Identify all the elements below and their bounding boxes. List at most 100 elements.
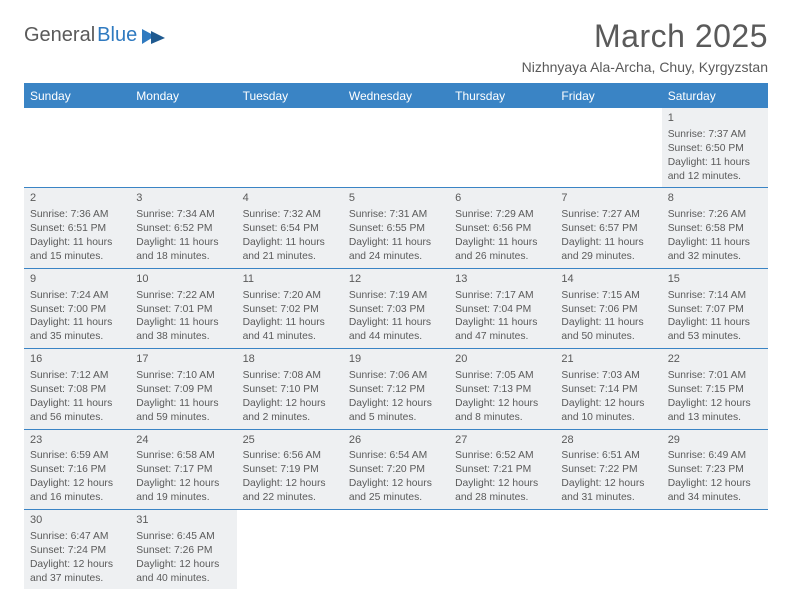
day-number: 28 bbox=[561, 433, 655, 448]
day-number: 2 bbox=[30, 191, 124, 206]
sunset-text: Sunset: 6:54 PM bbox=[243, 222, 337, 236]
day-number: 6 bbox=[455, 191, 549, 206]
day-number: 27 bbox=[455, 433, 549, 448]
calendar-day: 2Sunrise: 7:36 AMSunset: 6:51 PMDaylight… bbox=[24, 188, 130, 268]
calendar-day: 26Sunrise: 6:54 AMSunset: 7:20 PMDayligh… bbox=[343, 429, 449, 509]
sunrise-text: Sunrise: 7:32 AM bbox=[243, 208, 337, 222]
day-number: 13 bbox=[455, 272, 549, 287]
sunset-text: Sunset: 7:13 PM bbox=[455, 383, 549, 397]
sunset-text: Sunset: 7:19 PM bbox=[243, 463, 337, 477]
daylight-text: Daylight: 11 hours and 12 minutes. bbox=[668, 156, 762, 184]
daylight-text: Daylight: 12 hours and 5 minutes. bbox=[349, 397, 443, 425]
sunrise-text: Sunrise: 7:19 AM bbox=[349, 289, 443, 303]
day-number: 21 bbox=[561, 352, 655, 367]
day-number: 19 bbox=[349, 352, 443, 367]
daylight-text: Daylight: 12 hours and 40 minutes. bbox=[136, 558, 230, 586]
calendar-day: 8Sunrise: 7:26 AMSunset: 6:58 PMDaylight… bbox=[662, 188, 768, 268]
calendar-day: 17Sunrise: 7:10 AMSunset: 7:09 PMDayligh… bbox=[130, 349, 236, 429]
header: GeneralBlue March 2025 Nizhnyaya Ala-Arc… bbox=[24, 18, 768, 75]
sunrise-text: Sunrise: 7:20 AM bbox=[243, 289, 337, 303]
calendar-page: GeneralBlue March 2025 Nizhnyaya Ala-Arc… bbox=[0, 0, 792, 599]
daylight-text: Daylight: 12 hours and 13 minutes. bbox=[668, 397, 762, 425]
daylight-text: Daylight: 11 hours and 18 minutes. bbox=[136, 236, 230, 264]
calendar-day: 31Sunrise: 6:45 AMSunset: 7:26 PMDayligh… bbox=[130, 510, 236, 590]
sunrise-text: Sunrise: 6:51 AM bbox=[561, 449, 655, 463]
sunrise-text: Sunrise: 6:54 AM bbox=[349, 449, 443, 463]
sunrise-text: Sunrise: 6:59 AM bbox=[30, 449, 124, 463]
calendar-day: 11Sunrise: 7:20 AMSunset: 7:02 PMDayligh… bbox=[237, 268, 343, 348]
daylight-text: Daylight: 12 hours and 37 minutes. bbox=[30, 558, 124, 586]
day-number: 24 bbox=[136, 433, 230, 448]
daylight-text: Daylight: 11 hours and 47 minutes. bbox=[455, 316, 549, 344]
sunrise-text: Sunrise: 7:17 AM bbox=[455, 289, 549, 303]
daylight-text: Daylight: 11 hours and 59 minutes. bbox=[136, 397, 230, 425]
sunset-text: Sunset: 7:26 PM bbox=[136, 544, 230, 558]
sunset-text: Sunset: 7:23 PM bbox=[668, 463, 762, 477]
calendar-day: 20Sunrise: 7:05 AMSunset: 7:13 PMDayligh… bbox=[449, 349, 555, 429]
calendar-day: 13Sunrise: 7:17 AMSunset: 7:04 PMDayligh… bbox=[449, 268, 555, 348]
sunset-text: Sunset: 6:52 PM bbox=[136, 222, 230, 236]
sunset-text: Sunset: 7:15 PM bbox=[668, 383, 762, 397]
sunset-text: Sunset: 7:01 PM bbox=[136, 303, 230, 317]
sunrise-text: Sunrise: 6:58 AM bbox=[136, 449, 230, 463]
sunset-text: Sunset: 7:20 PM bbox=[349, 463, 443, 477]
daylight-text: Daylight: 12 hours and 25 minutes. bbox=[349, 477, 443, 505]
sunset-text: Sunset: 7:03 PM bbox=[349, 303, 443, 317]
calendar-week: 16Sunrise: 7:12 AMSunset: 7:08 PMDayligh… bbox=[24, 349, 768, 429]
logo-text-2: Blue bbox=[97, 24, 137, 47]
calendar-empty bbox=[237, 510, 343, 590]
daylight-text: Daylight: 12 hours and 19 minutes. bbox=[136, 477, 230, 505]
logo-text-1: General bbox=[24, 24, 95, 47]
calendar-week: 1Sunrise: 7:37 AMSunset: 6:50 PMDaylight… bbox=[24, 108, 768, 188]
day-number: 31 bbox=[136, 513, 230, 528]
daylight-text: Daylight: 11 hours and 41 minutes. bbox=[243, 316, 337, 344]
calendar-week: 30Sunrise: 6:47 AMSunset: 7:24 PMDayligh… bbox=[24, 510, 768, 590]
sunrise-text: Sunrise: 7:12 AM bbox=[30, 369, 124, 383]
logo: GeneralBlue bbox=[24, 24, 167, 47]
daylight-text: Daylight: 11 hours and 32 minutes. bbox=[668, 236, 762, 264]
day-number: 12 bbox=[349, 272, 443, 287]
calendar-day: 19Sunrise: 7:06 AMSunset: 7:12 PMDayligh… bbox=[343, 349, 449, 429]
calendar-empty bbox=[237, 108, 343, 188]
calendar-empty bbox=[343, 108, 449, 188]
sunset-text: Sunset: 7:06 PM bbox=[561, 303, 655, 317]
calendar-week: 9Sunrise: 7:24 AMSunset: 7:00 PMDaylight… bbox=[24, 268, 768, 348]
sunrise-text: Sunrise: 7:31 AM bbox=[349, 208, 443, 222]
sunset-text: Sunset: 7:24 PM bbox=[30, 544, 124, 558]
daylight-text: Daylight: 11 hours and 56 minutes. bbox=[30, 397, 124, 425]
calendar-day: 24Sunrise: 6:58 AMSunset: 7:17 PMDayligh… bbox=[130, 429, 236, 509]
sunset-text: Sunset: 6:55 PM bbox=[349, 222, 443, 236]
sunset-text: Sunset: 7:00 PM bbox=[30, 303, 124, 317]
day-number: 25 bbox=[243, 433, 337, 448]
calendar-empty bbox=[343, 510, 449, 590]
sunrise-text: Sunrise: 7:37 AM bbox=[668, 128, 762, 142]
day-number: 29 bbox=[668, 433, 762, 448]
sunrise-text: Sunrise: 7:10 AM bbox=[136, 369, 230, 383]
logo-flag-icon bbox=[141, 27, 167, 45]
daylight-text: Daylight: 11 hours and 29 minutes. bbox=[561, 236, 655, 264]
calendar-empty bbox=[130, 108, 236, 188]
calendar-day: 10Sunrise: 7:22 AMSunset: 7:01 PMDayligh… bbox=[130, 268, 236, 348]
day-number: 4 bbox=[243, 191, 337, 206]
sunset-text: Sunset: 7:22 PM bbox=[561, 463, 655, 477]
sunrise-text: Sunrise: 7:05 AM bbox=[455, 369, 549, 383]
daylight-text: Daylight: 11 hours and 53 minutes. bbox=[668, 316, 762, 344]
calendar-week: 23Sunrise: 6:59 AMSunset: 7:16 PMDayligh… bbox=[24, 429, 768, 509]
calendar-day: 5Sunrise: 7:31 AMSunset: 6:55 PMDaylight… bbox=[343, 188, 449, 268]
calendar-empty bbox=[555, 510, 661, 590]
weekday-header: Saturday bbox=[662, 84, 768, 108]
calendar-day: 3Sunrise: 7:34 AMSunset: 6:52 PMDaylight… bbox=[130, 188, 236, 268]
calendar-day: 27Sunrise: 6:52 AMSunset: 7:21 PMDayligh… bbox=[449, 429, 555, 509]
day-number: 22 bbox=[668, 352, 762, 367]
day-number: 10 bbox=[136, 272, 230, 287]
calendar-day: 23Sunrise: 6:59 AMSunset: 7:16 PMDayligh… bbox=[24, 429, 130, 509]
location: Nizhnyaya Ala-Archa, Chuy, Kyrgyzstan bbox=[522, 59, 768, 75]
weekday-header: Tuesday bbox=[237, 84, 343, 108]
sunrise-text: Sunrise: 7:34 AM bbox=[136, 208, 230, 222]
calendar-table: SundayMondayTuesdayWednesdayThursdayFrid… bbox=[24, 84, 768, 589]
day-number: 9 bbox=[30, 272, 124, 287]
calendar-day: 4Sunrise: 7:32 AMSunset: 6:54 PMDaylight… bbox=[237, 188, 343, 268]
weekday-header: Sunday bbox=[24, 84, 130, 108]
daylight-text: Daylight: 11 hours and 44 minutes. bbox=[349, 316, 443, 344]
sunset-text: Sunset: 7:07 PM bbox=[668, 303, 762, 317]
